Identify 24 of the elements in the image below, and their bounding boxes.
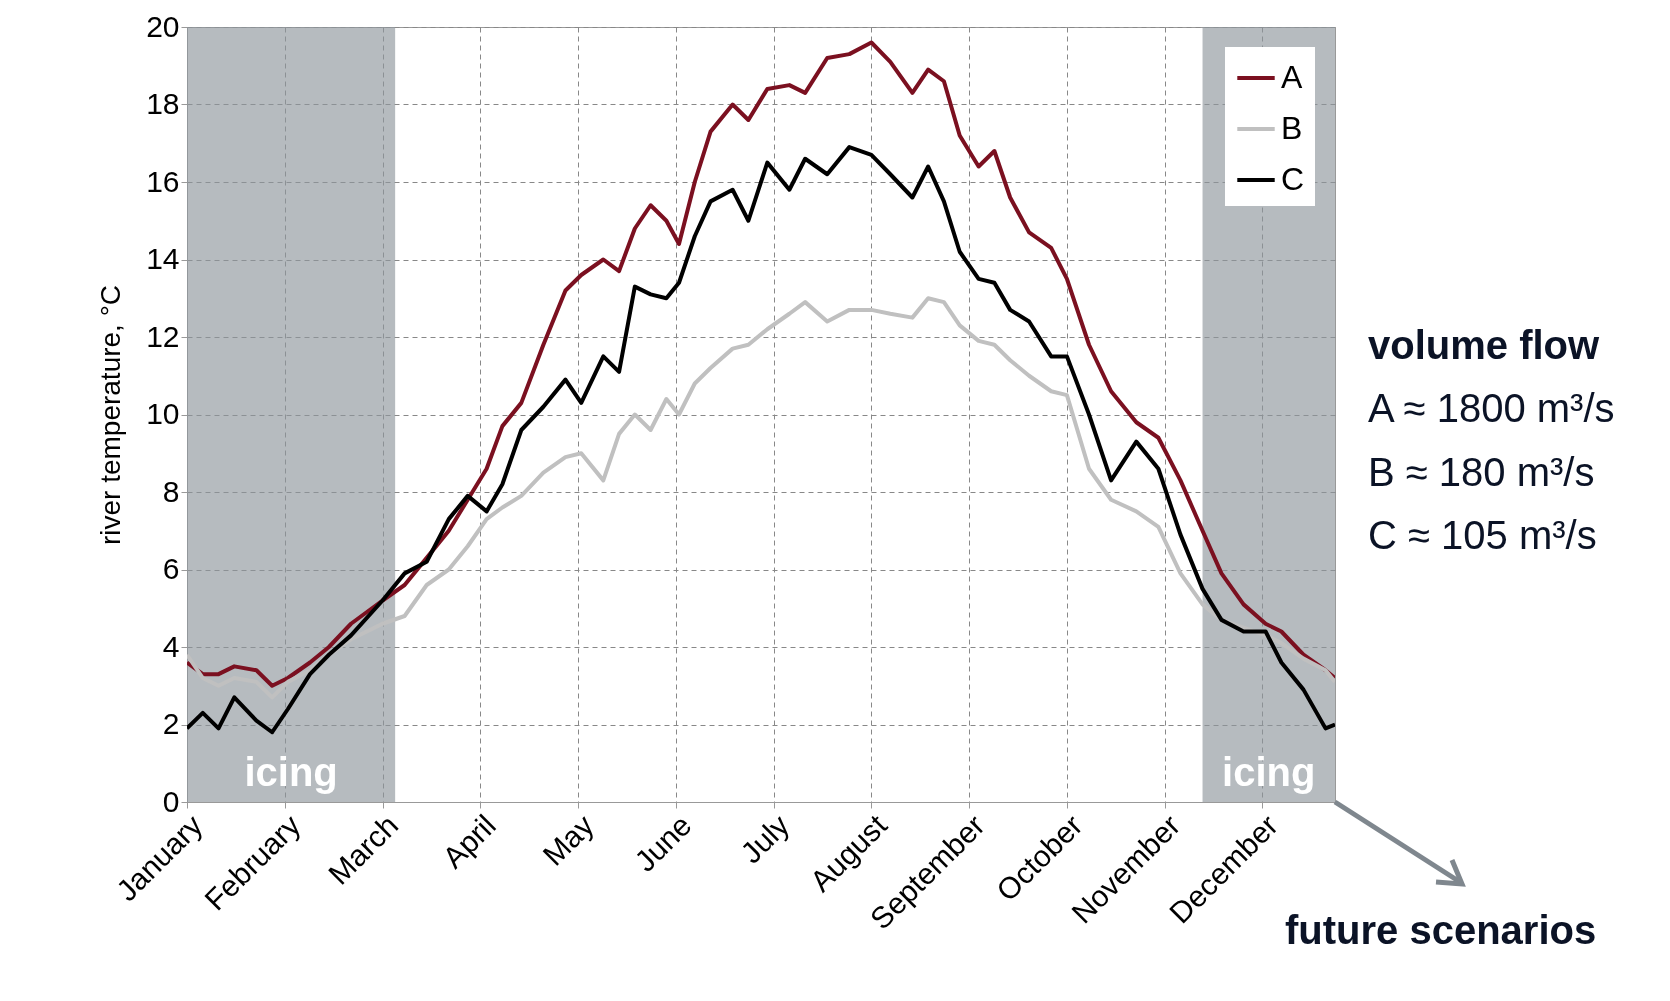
y-tick-label: 0	[162, 784, 180, 818]
y-tick-label: 2	[162, 707, 180, 740]
text: volume flow	[1368, 323, 1600, 367]
legend-label: C	[1281, 161, 1305, 197]
y-tick-label: 18	[146, 87, 180, 120]
legend-label: B	[1281, 110, 1303, 146]
y-tick-label: 16	[146, 164, 180, 198]
y-tick-label: 4	[162, 629, 180, 663]
legend-label: A	[1281, 59, 1303, 95]
text: A ≈ 1800 m³/s	[1368, 386, 1615, 430]
y-tick-label: 12	[146, 319, 180, 353]
y-tick-label: 10	[146, 397, 180, 430]
y-tick-label: 14	[146, 242, 180, 275]
band-label: icing	[244, 750, 338, 794]
text: B ≈ 180 m³/s	[1368, 450, 1595, 494]
text: future scenarios	[1285, 908, 1597, 952]
band-label: icing	[1222, 750, 1316, 794]
x-tick-label: May	[536, 808, 600, 872]
y-axis-title: river temperature, °C	[95, 284, 127, 546]
x-tick-label: July	[734, 808, 796, 870]
y-tick-label: 8	[162, 474, 180, 508]
y-tick-label: 6	[162, 552, 180, 585]
text: C ≈ 105 m³/s	[1368, 513, 1597, 557]
y-tick-label: 20	[146, 9, 180, 43]
